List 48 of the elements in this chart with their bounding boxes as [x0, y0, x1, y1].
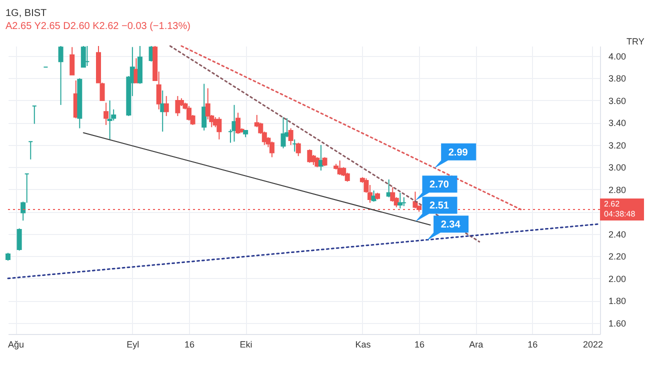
x-tick-label: Ağu [8, 340, 24, 350]
y-axis-title: TRY [626, 36, 644, 46]
annotation: 2.51 [430, 200, 450, 212]
candlestick [202, 83, 207, 132]
y-tick-label: 3.40 [608, 118, 626, 128]
candlestick [307, 148, 312, 164]
x-tick-label: 16 [528, 340, 538, 350]
candlestick [104, 102, 109, 126]
x-tick-label: 2022 [582, 340, 603, 350]
candlestick [398, 192, 403, 209]
y-tick-label: 1.60 [608, 318, 626, 328]
candlestick [288, 128, 294, 146]
candlestick [58, 46, 64, 106]
candlestick [280, 116, 286, 149]
y-tick-label: 2.80 [608, 184, 626, 195]
candlestick [216, 116, 222, 140]
chart-title: 1G, BIST [6, 8, 47, 19]
y-tick-label: 2.00 [608, 274, 626, 284]
candlestick [175, 96, 180, 117]
y-tick-label: 3.60 [608, 96, 626, 106]
x-tick-label: Kas [355, 340, 372, 350]
y-tick-label: 3.00 [608, 162, 626, 173]
y-tick-label: 2.20 [608, 252, 626, 262]
candlestick [296, 142, 301, 157]
annotation: 2.99 [448, 147, 468, 158]
y-tick-label: 3.20 [608, 140, 626, 150]
ref-line-label: 2.62 [604, 199, 620, 208]
y-tick-label: 1.80 [608, 296, 626, 306]
x-tick-label: Eyl [126, 340, 140, 350]
candlestick [164, 96, 169, 117]
x-tick-label: Eki [240, 340, 252, 350]
chart-subtitle: A2.65 Y2.65 D2.60 K2.62 −0.03 (−1.13%) [6, 21, 190, 32]
x-tick-label: Ara [469, 340, 484, 350]
text: 04:38:48 [604, 209, 636, 218]
candlestick [236, 112, 241, 134]
candlestick [269, 141, 274, 158]
candlestick [107, 100, 112, 140]
candlestick [70, 46, 75, 76]
candlestick [80, 46, 86, 68]
y-tick-label: 2.40 [608, 229, 626, 240]
y-tick-label: 3.80 [608, 74, 626, 84]
candlestick [186, 106, 192, 121]
annotation: 2.34 [440, 220, 461, 231]
candlestick [16, 228, 22, 252]
y-tick-label: 4.00 [608, 52, 626, 62]
x-tick-label: 16 [184, 340, 194, 350]
x-tick-label: 16 [414, 340, 425, 350]
annotation: 2.70 [430, 180, 450, 191]
